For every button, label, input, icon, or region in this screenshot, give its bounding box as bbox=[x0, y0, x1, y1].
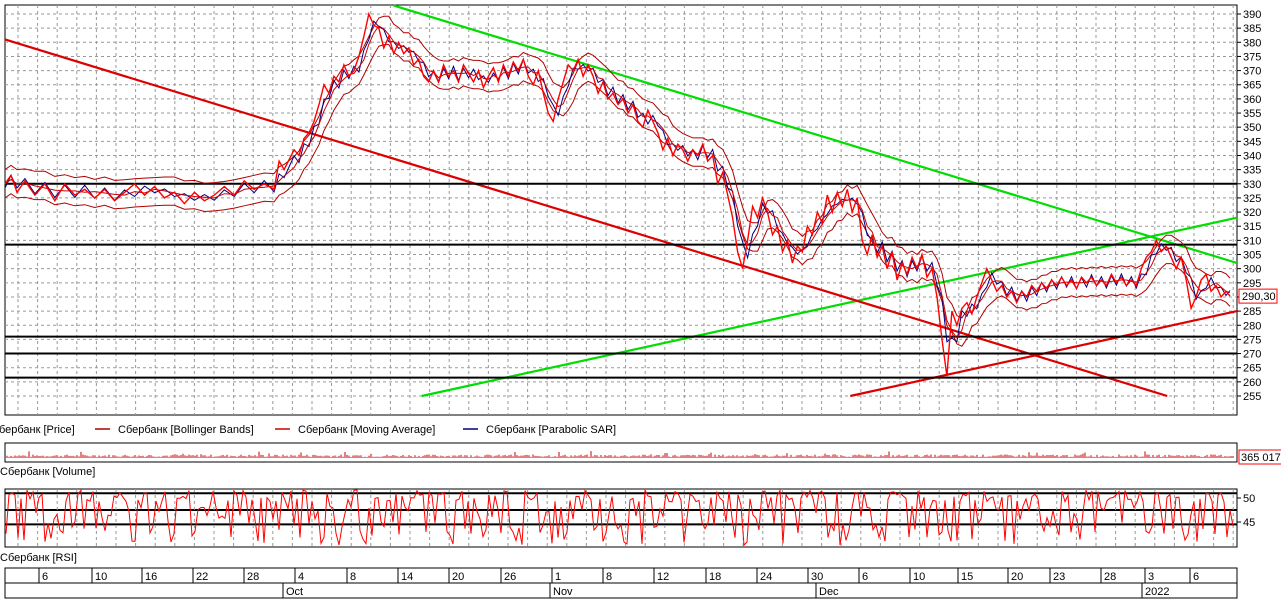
y-tick-label: 375 bbox=[1243, 51, 1261, 63]
y-tick-label: 330 bbox=[1243, 179, 1261, 191]
day-tick-label: 10 bbox=[95, 571, 107, 583]
day-tick-label: 8 bbox=[350, 571, 356, 583]
y-tick-label: 305 bbox=[1243, 250, 1261, 262]
rsi-line bbox=[5, 488, 1234, 547]
y-tick-label: 280 bbox=[1243, 320, 1261, 332]
last-price-box bbox=[1238, 288, 1278, 304]
y-tick-label: 365 bbox=[1243, 80, 1261, 92]
last-price-marker: 290,30 bbox=[1238, 288, 1278, 304]
price-series bbox=[4, 11, 1231, 377]
y-tick-label: 350 bbox=[1243, 122, 1261, 134]
legend-label: Сбербанк [Price] bbox=[0, 424, 75, 436]
y-tick-label: 270 bbox=[1243, 349, 1261, 361]
day-tick-label: 6 bbox=[42, 571, 48, 583]
day-tick-label: 6 bbox=[1193, 571, 1199, 583]
day-tick-label: 20 bbox=[1011, 571, 1023, 583]
volume-bars bbox=[6, 451, 1234, 458]
price-panel bbox=[4, 4, 1238, 416]
y-tick-label: 335 bbox=[1243, 165, 1261, 177]
y-tick-label: 310 bbox=[1243, 235, 1261, 247]
rsi-series bbox=[5, 488, 1234, 547]
day-tick-label: 14 bbox=[401, 571, 413, 583]
day-tick-label: 8 bbox=[606, 571, 612, 583]
day-tick-label: 18 bbox=[709, 571, 721, 583]
y-tick-label: 360 bbox=[1243, 94, 1261, 106]
day-tick-label: 26 bbox=[504, 571, 516, 583]
day-tick-label: 6 bbox=[862, 571, 868, 583]
price-line bbox=[4, 11, 1231, 377]
volume-value-label: 365 017 bbox=[1241, 452, 1281, 464]
day-tick-label: 10 bbox=[913, 571, 925, 583]
trendline bbox=[421, 216, 1238, 398]
legend-label: Сбербанк [Bollinger Bands] bbox=[118, 424, 254, 436]
day-tick-label: 4 bbox=[298, 571, 304, 583]
y-tick-label: 315 bbox=[1243, 221, 1261, 233]
day-tick-label: 23 bbox=[1053, 571, 1065, 583]
y-tick-label: 370 bbox=[1243, 66, 1261, 78]
y-tick-label: 390 bbox=[1243, 9, 1261, 21]
day-tick-label: 16 bbox=[145, 571, 157, 583]
y-tick-label: 345 bbox=[1243, 136, 1261, 148]
legend-label: Сбербанк [Parabolic SAR] bbox=[486, 424, 616, 436]
y-tick-label: 385 bbox=[1243, 23, 1261, 35]
day-tick-label: 1 bbox=[555, 571, 561, 583]
day-tick-label: 22 bbox=[196, 571, 208, 583]
month-tick-label: Dec bbox=[819, 586, 839, 598]
horizontal-levels bbox=[5, 182, 1237, 379]
day-tick-label: 30 bbox=[811, 571, 823, 583]
y-tick-label: 260 bbox=[1243, 377, 1261, 389]
last-price-label: 290,30 bbox=[1242, 291, 1276, 303]
volume-panel-title: Сбербанк [Volume] bbox=[0, 466, 95, 478]
time-axis-ticks: 6 10 16 22 28 4 8 14 20 26 1 8 12 18 24 30 6 10 15 20 23 28 3 6… bbox=[38, 568, 1199, 598]
volume-value-box bbox=[1238, 449, 1281, 465]
day-tick-label: 3 bbox=[1148, 571, 1154, 583]
day-tick-label: 28 bbox=[247, 571, 259, 583]
rsi-y-tick-label: 50 bbox=[1243, 493, 1255, 505]
y-tick-label: 300 bbox=[1243, 264, 1261, 276]
day-tick-label: 28 bbox=[1104, 571, 1116, 583]
legend-label: Сбербанк [Moving Average] bbox=[298, 424, 435, 436]
month-tick-label: Nov bbox=[553, 586, 573, 598]
volume-panel bbox=[4, 442, 1238, 463]
day-tick-label: 24 bbox=[760, 571, 772, 583]
y-tick-label: 275 bbox=[1243, 334, 1261, 346]
y-tick-label: 355 bbox=[1243, 108, 1261, 120]
moving-average-line bbox=[4, 25, 1231, 339]
trendline bbox=[393, 4, 1238, 265]
volume-last-value: 365 017 bbox=[1238, 449, 1281, 465]
y-tick-label: 255 bbox=[1243, 391, 1261, 403]
rsi-panel-title: Сбербанк [RSI] bbox=[0, 552, 77, 564]
rsi-y-axis: 50 45 bbox=[1237, 493, 1255, 529]
y-tick-label: 295 bbox=[1243, 278, 1261, 290]
day-tick-label: 15 bbox=[961, 571, 973, 583]
month-tick-label: 2022 bbox=[1145, 586, 1169, 598]
y-tick-label: 285 bbox=[1243, 306, 1261, 318]
y-tick-label: 325 bbox=[1243, 193, 1261, 205]
rsi-y-tick-label: 45 bbox=[1243, 517, 1255, 529]
month-tick-label: Oct bbox=[286, 586, 303, 598]
y-tick-label: 320 bbox=[1243, 207, 1261, 219]
y-tick-label: 340 bbox=[1243, 150, 1261, 162]
y-tick-label: 380 bbox=[1243, 37, 1261, 49]
day-tick-label: 20 bbox=[452, 571, 464, 583]
parabolic-sar-line bbox=[4, 20, 1231, 343]
y-tick-label: 265 bbox=[1243, 363, 1261, 375]
bollinger-lower-line bbox=[4, 44, 1231, 347]
day-tick-label: 12 bbox=[657, 571, 669, 583]
price-y-axis: 390 385 380 375 370 365 360 355 350 345 340 335 330 3… bbox=[1237, 9, 1261, 403]
legend: Сбербанк [Price] Сбербанк [Bollinger Band… bbox=[0, 424, 616, 436]
